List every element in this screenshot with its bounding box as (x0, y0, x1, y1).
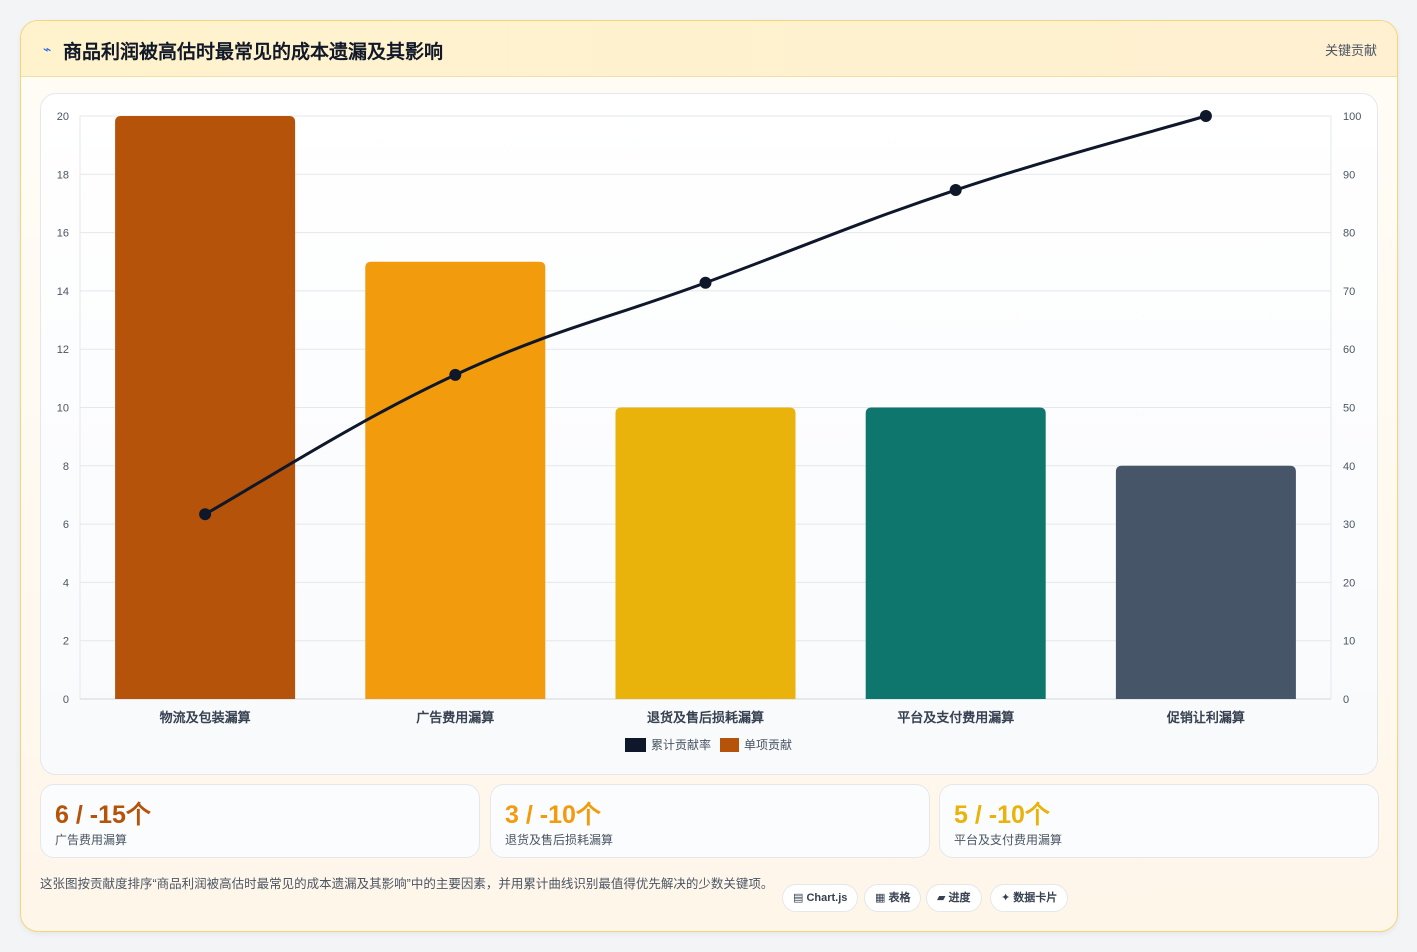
y-right-tick-label: 80 (1343, 228, 1355, 240)
x-tick-label: 退货及售后损耗漏算 (647, 710, 764, 725)
y-left-tick-label: 4 (63, 577, 69, 589)
y-right-tick-label: 30 (1343, 519, 1355, 531)
cumulative-point (199, 508, 212, 521)
stat-label: 平台及支付费用漏算 (954, 833, 1063, 847)
y-left-tick-label: 10 (57, 403, 69, 415)
y-left-tick-label: 2 (63, 636, 69, 648)
cumulative-point (699, 276, 712, 289)
table-chip[interactable]: ▦ 表格 (864, 884, 922, 912)
legend-label-cumulative: 累计贡献率 (651, 737, 711, 752)
chartjs-chip[interactable]: ▤ Chart.js (782, 884, 859, 912)
legend-swatch-single (720, 738, 739, 752)
card-title: 商品利润被高估时最常见的成本遗漏及其影响 (63, 42, 444, 63)
y-right-tick-label: 90 (1343, 169, 1355, 181)
y-left-tick-label: 12 (57, 344, 69, 356)
bar (615, 407, 796, 699)
data-card-chip[interactable]: ✦ 数据卡片 (990, 884, 1069, 912)
lightning-icon: ⌁ (43, 41, 52, 57)
card-header: ⌁ 商品利润被高估时最常见的成本遗漏及其影响 关键贡献 (21, 21, 1397, 77)
x-tick-label: 促销让利漏算 (1166, 710, 1245, 725)
y-right-tick-label: 70 (1343, 286, 1355, 298)
y-right-tick-label: 20 (1343, 577, 1355, 589)
stat-value: 3 / -10个 (505, 801, 601, 829)
legend-label-single: 单项贡献 (744, 737, 792, 752)
stat-card-3: 5 / -10个 平台及支付费用漏算 (939, 784, 1379, 858)
x-tick-label: 物流及包装漏算 (160, 710, 251, 725)
y-left-tick-label: 6 (63, 519, 69, 531)
bar (1115, 465, 1296, 699)
stat-value: 5 / -10个 (954, 801, 1050, 829)
bar (365, 261, 546, 699)
y-right-tick-label: 60 (1343, 344, 1355, 356)
chart-description: 这张图按贡献度排序“商品利润被高估时最常见的成本遗漏及其影响”中的主要因素，并用… (40, 877, 774, 891)
y-right-tick-label: 0 (1343, 694, 1349, 706)
y-right-tick-label: 50 (1343, 403, 1355, 415)
y-left-tick-label: 0 (63, 694, 69, 706)
bar (865, 407, 1046, 699)
pareto-chart: 0 2 4 6 8 10 12 14 16 18 20 0 10 20 30 40 50 60 70 80 90 100 物… (57, 110, 1361, 752)
chart-panel: 0 2 4 6 8 10 12 14 16 18 20 0 10 20 30 40 50 60 70 80 90 100 物… (40, 93, 1378, 775)
y-left-tick-label: 20 (57, 111, 69, 123)
y-right-tick-label: 100 (1343, 111, 1361, 123)
y-right-tick-label: 40 (1343, 461, 1355, 473)
cumulative-point (449, 368, 462, 381)
chart-card: ⌁ 商品利润被高估时最常见的成本遗漏及其影响 关键贡献 0 2 4 6 8 10 12 14 1… (20, 20, 1398, 932)
stat-card-1: 6 / -15个 广告费用漏算 (40, 784, 480, 858)
stat-value: 6 / -15个 (55, 801, 151, 829)
stat-label: 广告费用漏算 (55, 833, 128, 847)
y-left-tick-label: 14 (57, 286, 69, 298)
x-tick-label: 广告费用漏算 (416, 710, 494, 725)
bar (115, 116, 296, 699)
cumulative-point (949, 184, 962, 197)
cumulative-point (1199, 110, 1212, 122)
stat-label: 退货及售后损耗漏算 (505, 833, 614, 847)
y-right-tick-label: 10 (1343, 636, 1355, 648)
x-tick-label: 平台及支付费用漏算 (897, 710, 1014, 725)
y-left-tick-label: 16 (57, 228, 69, 240)
y-left-tick-label: 8 (63, 461, 69, 473)
key-contribution-badge: 关键贡献 (1324, 43, 1377, 58)
stat-card-2: 3 / -10个 退货及售后损耗漏算 (490, 784, 930, 858)
y-left-tick-label: 18 (57, 169, 69, 181)
legend-swatch-cumulative (625, 738, 646, 752)
progress-chip[interactable]: ▰ 进度 (926, 884, 982, 912)
